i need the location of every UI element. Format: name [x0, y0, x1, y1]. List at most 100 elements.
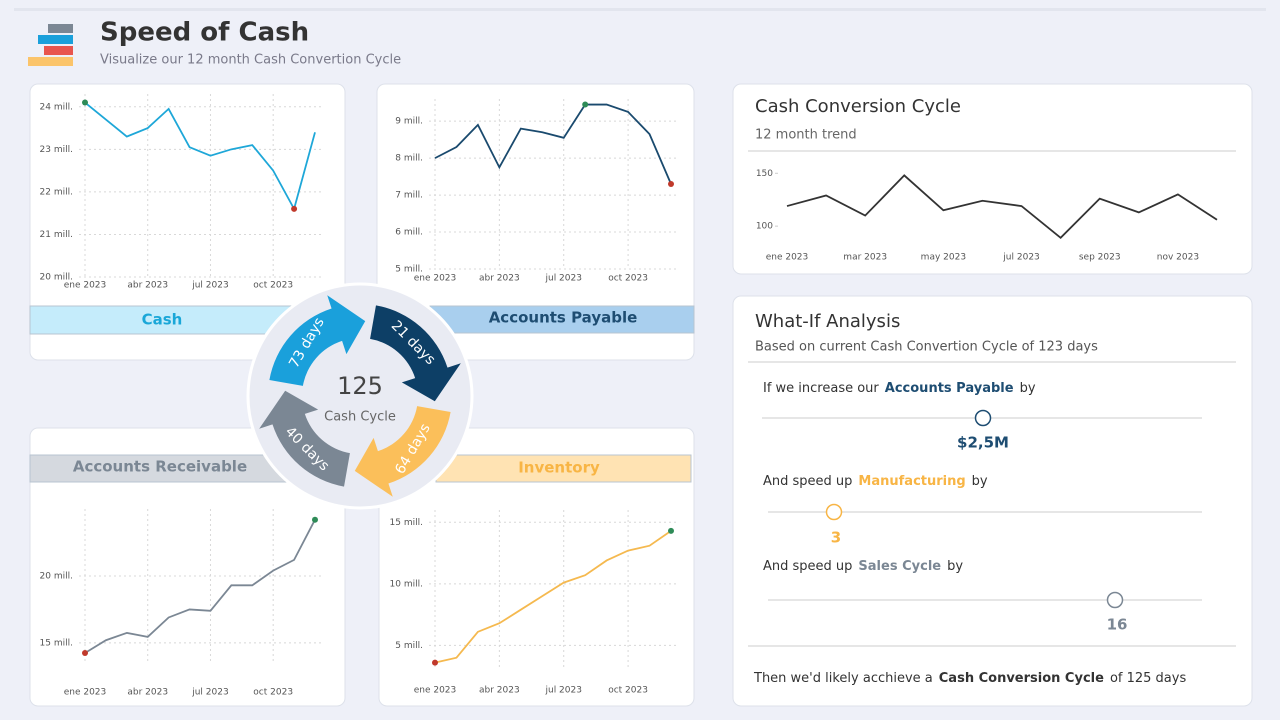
x-tick-label: may 2023: [921, 253, 966, 263]
y-tick-label: 15 mill.: [390, 518, 423, 528]
x-tick-label: nov 2023: [1157, 253, 1199, 263]
card: [376, 83, 695, 361]
slider-knob[interactable]: [974, 409, 992, 427]
chart-title: Cash: [142, 311, 183, 329]
y-tick-label: 23 mill.: [40, 145, 73, 155]
sentence: If we increase our Accounts Payable by: [763, 381, 1036, 396]
x-tick-label: oct 2023: [608, 274, 648, 284]
max-marker: [82, 99, 88, 106]
cycle-arrow: [269, 295, 366, 386]
x-tick-label: ene 2023: [414, 274, 457, 284]
x-tick-label: ene 2023: [64, 688, 107, 698]
cycle-arrow: [354, 406, 451, 497]
min-marker: [82, 649, 88, 656]
chart-title: Accounts Receivable: [73, 458, 247, 476]
min-marker: [432, 659, 438, 666]
x-tick-label: mar 2023: [843, 253, 887, 263]
line: [84, 519, 316, 654]
x-tick-label: abr 2023: [479, 686, 520, 696]
y-tick-label: 6 mill.: [395, 228, 423, 238]
y-tick-label: 21 mill.: [40, 230, 73, 240]
x-tick-label: ene 2023: [64, 281, 107, 291]
y-tick-label: 10 mill.: [390, 579, 423, 589]
slider-value: $2,5M: [957, 434, 1009, 452]
y-tick-label: 7 mill.: [395, 191, 423, 201]
panel-subtitle: Based on current Cash Convertion Cycle o…: [755, 340, 1098, 355]
sentence: Then we'd likely acchieve a Cash Conversi…: [753, 671, 1186, 686]
chart-title: Cash Conversion Cycle: [755, 96, 961, 117]
suffix: of 125 days: [1110, 671, 1187, 686]
cycle-arrow: [370, 305, 461, 402]
line: [434, 103, 672, 185]
y-tick-label: 8 mill.: [395, 154, 423, 164]
suffix: by: [1020, 381, 1036, 396]
x-tick-label: oct 2023: [608, 686, 648, 696]
slider-knob[interactable]: [1106, 591, 1124, 609]
card: [29, 83, 346, 361]
prefix: And speed up: [763, 559, 852, 574]
what-if: What-If Analysis Based on current Cash Co…: [748, 311, 1236, 686]
line: [434, 530, 672, 664]
page-title: Speed of Cash: [100, 18, 309, 48]
slider-value: 3: [831, 529, 841, 547]
chart-title: Inventory: [518, 459, 600, 477]
cycle-total: 125: [337, 372, 383, 400]
x-tick-label: abr 2023: [127, 281, 168, 291]
card: [732, 83, 1253, 275]
x-tick-label: jul 2023: [191, 688, 228, 698]
prefix: Then we'd likely acchieve a: [753, 671, 933, 686]
y-tick-label: 15 mill.: [40, 638, 73, 648]
y-tick-label: 5 mill.: [395, 641, 423, 651]
sentence: And speed up Sales Cycle by: [763, 559, 963, 574]
y-tick-label: 24 mill.: [40, 102, 73, 112]
prefix: If we increase our: [763, 381, 879, 396]
x-tick-label: sep 2023: [1079, 253, 1121, 263]
y-tick-label: 9 mill.: [395, 117, 423, 127]
min-marker: [291, 205, 298, 212]
chart-title: Accounts Payable: [489, 309, 638, 327]
x-tick-label: oct 2023: [253, 281, 293, 291]
max-marker: [582, 101, 589, 108]
highlight: Manufacturing: [858, 474, 965, 489]
x-tick-label: jul 2023: [544, 274, 581, 284]
x-tick-label: abr 2023: [127, 688, 168, 698]
y-tick-label: 20 mill.: [40, 273, 73, 283]
highlight: Accounts Payable: [885, 381, 1014, 396]
max-marker: [312, 516, 318, 523]
page-subtitle: Visualize our 12 month Cash Convertion C…: [100, 53, 401, 68]
max-marker: [668, 527, 674, 534]
logo: [28, 24, 73, 66]
min-marker: [668, 181, 674, 187]
panel-title: What-If Analysis: [755, 311, 900, 332]
line: [84, 101, 316, 212]
sentence: And speed up Manufacturing by: [763, 474, 988, 489]
slider-knob[interactable]: [825, 503, 843, 521]
title-band: [435, 454, 692, 483]
top-strip: [14, 8, 1266, 11]
y-tick-label: 100: [756, 222, 773, 232]
suffix: by: [947, 559, 963, 574]
highlight: Cash Conversion Cycle: [939, 671, 1104, 686]
chart-subtitle: 12 month trend: [755, 128, 857, 143]
card: [29, 427, 346, 707]
suffix: by: [972, 474, 988, 489]
y-tick-label: 22 mill.: [40, 187, 73, 197]
highlight: Sales Cycle: [858, 559, 941, 574]
cycle-arrow: [259, 390, 350, 487]
x-tick-label: jul 2023: [544, 686, 581, 696]
x-tick-label: ene 2023: [766, 253, 809, 263]
prefix: And speed up: [763, 474, 852, 489]
x-tick-label: oct 2023: [253, 688, 293, 698]
line: [786, 174, 1218, 239]
y-tick-label: 20 mill.: [40, 571, 73, 581]
x-tick-label: jul 2023: [1002, 253, 1039, 263]
y-tick-label: 150: [756, 169, 773, 179]
title-band: [429, 305, 695, 334]
card: [378, 427, 695, 707]
x-tick-label: ene 2023: [414, 686, 457, 696]
x-tick-label: abr 2023: [479, 274, 520, 284]
card: [732, 295, 1253, 707]
x-tick-label: jul 2023: [191, 281, 228, 291]
